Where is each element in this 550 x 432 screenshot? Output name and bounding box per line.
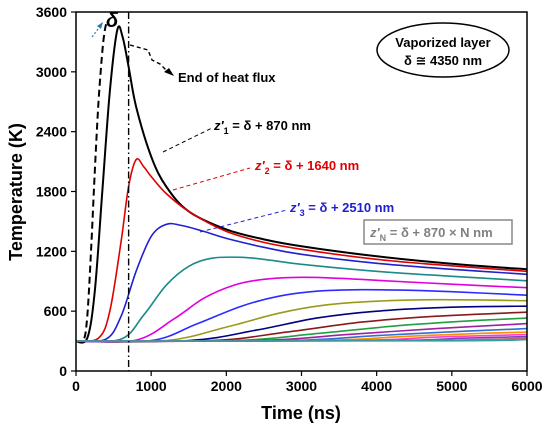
delta-arrowhead (97, 22, 103, 29)
x-tick-label: 5000 (436, 378, 467, 394)
x-tick-label: 0 (72, 378, 80, 394)
z1-leader-line (162, 127, 213, 153)
y-tick-label: 3600 (36, 4, 67, 20)
vaporized-layer-label: Vaporized layer (395, 35, 490, 50)
series-line-4 (75, 256, 528, 343)
x-axis-label: Time (ns) (261, 403, 341, 423)
series-line-1 (75, 25, 528, 344)
end-of-heat-flux-label: End of heat flux (178, 70, 276, 85)
x-tick-label: 3000 (286, 378, 317, 394)
end-of-heat-flux-arrowhead (164, 68, 174, 76)
series-line-delta (75, 23, 108, 344)
vaporized-layer-callout (376, 22, 510, 78)
series-line-5 (75, 276, 528, 343)
series-line-17 (75, 338, 528, 342)
z1-label: z′1 = δ + 870 nm (213, 118, 311, 136)
zn-formula-label: z′N = δ + 870 × N nm (369, 225, 493, 243)
x-tick-label: 1000 (136, 378, 167, 394)
z3-leader-line (199, 209, 288, 233)
x-tick-label: 4000 (361, 378, 392, 394)
y-tick-label: 1200 (36, 243, 67, 259)
vaporized-layer-value: δ ≅ 4350 nm (404, 53, 482, 68)
y-tick-label: 3000 (36, 64, 67, 80)
series-curves (75, 23, 528, 344)
delta-label: δ (106, 10, 119, 32)
y-tick-label: 0 (59, 363, 67, 379)
z2-label: z′2 = δ + 1640 nm (254, 158, 359, 176)
y-tick-label: 2400 (36, 124, 67, 140)
x-tick-label: 6000 (511, 378, 542, 394)
series-line-2 (75, 158, 528, 343)
end-of-heat-flux-arrow (129, 44, 169, 73)
x-tick-label: 2000 (211, 378, 242, 394)
z2-leader-line (172, 167, 251, 191)
axis-ticks: 0 1000 2000 3000 4000 5000 6000 0 600 1200 1800 240… (36, 4, 543, 394)
series-line-6 (75, 288, 528, 343)
series-line-3 (75, 222, 528, 343)
z3-label: z′3 = δ + 2510 nm (289, 200, 394, 218)
zn-formula-box (363, 219, 513, 245)
y-axis-label: Temperature (K) (6, 123, 26, 261)
y-tick-label: 600 (44, 303, 68, 319)
y-tick-label: 1800 (36, 184, 67, 200)
